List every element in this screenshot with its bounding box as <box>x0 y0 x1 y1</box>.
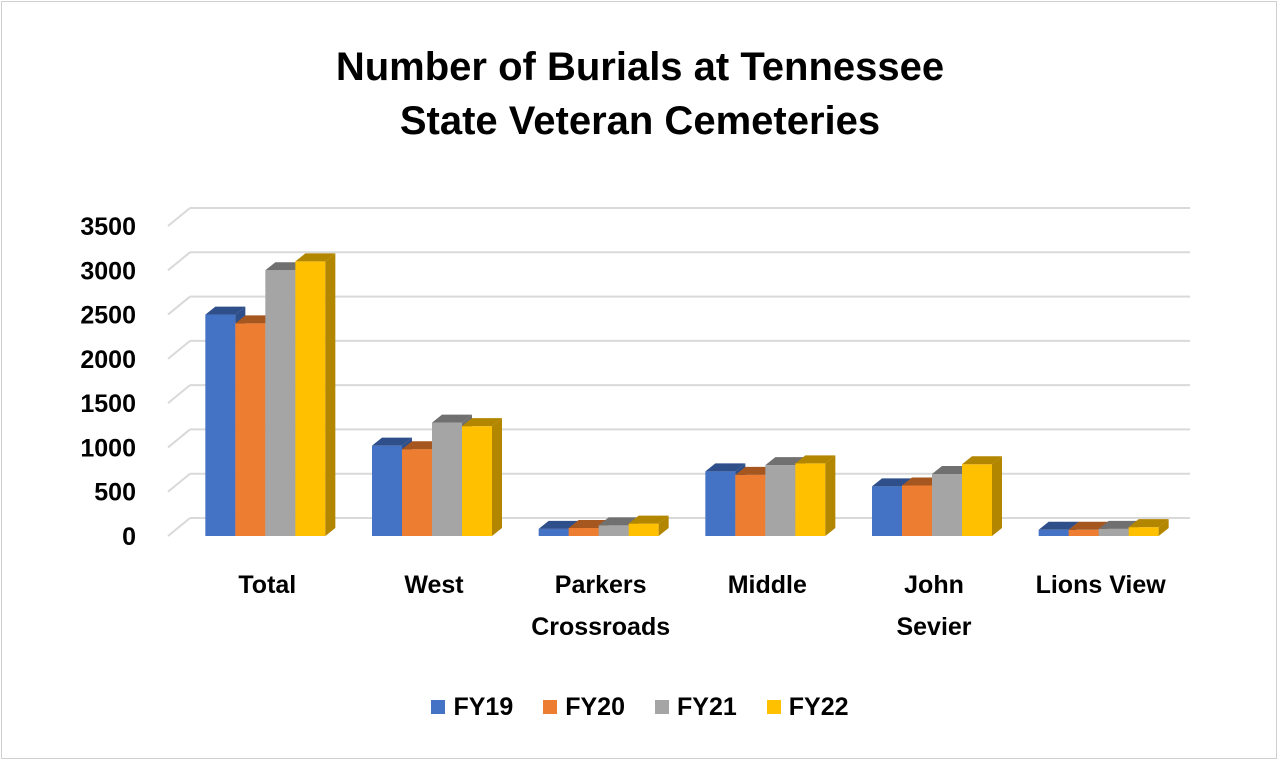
bar-top <box>1098 520 1139 529</box>
chart-title-line-2: State Veteran Cemeteries <box>399 99 881 143</box>
bar-top <box>628 515 669 524</box>
bar-front <box>872 486 902 536</box>
y-tick-label: 1500 <box>80 390 136 418</box>
legend-swatch <box>543 700 558 714</box>
legend-swatch <box>766 700 781 714</box>
bar-side <box>325 253 336 537</box>
y-tick-label: 3000 <box>80 257 136 285</box>
bar-top <box>1038 521 1079 530</box>
y-tick-label: 2000 <box>80 346 136 374</box>
x-category-label: Middle <box>728 571 807 599</box>
gridline-side <box>167 428 191 449</box>
x-category-label: Parkers <box>555 571 647 599</box>
x-category-label: West <box>404 571 464 599</box>
bar-side <box>492 418 502 536</box>
legend-label: FY20 <box>565 692 625 721</box>
chart-title: Number of Burials at Tennessee State Vet… <box>0 40 1280 148</box>
x-category-label: Sevier <box>896 613 971 641</box>
bar-top <box>962 456 1002 465</box>
bar-front <box>538 528 569 536</box>
chart-legend: FY19 FY20 FY21 FY22 <box>0 690 1280 724</box>
bar-front <box>265 270 296 536</box>
bar-front <box>932 474 962 536</box>
x-category-label: Crossroads <box>531 613 670 641</box>
bar-side <box>992 456 1002 536</box>
legend-item-fy20: FY20 <box>543 693 625 722</box>
bar-top <box>765 457 806 466</box>
gridline-side <box>167 472 191 493</box>
bar-side <box>658 515 669 536</box>
bar-front <box>568 528 599 536</box>
bar-fy22 <box>628 515 669 536</box>
bar-front <box>902 485 932 536</box>
y-tick-label: 0 <box>122 523 136 551</box>
legend-swatch <box>655 700 669 714</box>
bar-front <box>795 463 826 536</box>
x-category-label: Total <box>238 571 296 599</box>
bar-top <box>1068 521 1109 530</box>
legend-item-fy19: FY19 <box>431 693 513 722</box>
gridline-side <box>167 207 191 227</box>
bar-front <box>598 525 629 536</box>
legend-label: FY19 <box>453 692 514 721</box>
gridline-side <box>167 517 191 537</box>
bar-front <box>1068 529 1099 536</box>
bar-top <box>598 517 639 526</box>
legend-swatch <box>431 700 446 714</box>
bar-fy22 <box>295 253 336 537</box>
x-category-label: John <box>904 571 964 599</box>
bar-top <box>1128 519 1169 528</box>
x-category-label: Lions View <box>1036 571 1167 599</box>
bar-front <box>402 449 432 536</box>
bar-top <box>295 253 336 262</box>
bar-front <box>765 465 796 536</box>
bar-top <box>205 306 246 315</box>
chart-title-line-1: Number of Burials at Tennessee <box>335 45 945 89</box>
y-tick-label: 3500 <box>80 213 136 241</box>
bar-fy22 <box>1128 519 1169 536</box>
bar-top <box>795 455 836 464</box>
bar-side <box>825 455 836 536</box>
bar-front <box>962 464 992 536</box>
y-tick-label: 2500 <box>80 302 136 330</box>
legend-label: FY21 <box>677 692 737 721</box>
bar-top <box>538 520 579 529</box>
bar-front <box>1098 528 1129 536</box>
bar-fy22 <box>962 456 1002 536</box>
bar-fy22 <box>462 418 502 536</box>
y-tick-label: 500 <box>94 479 136 507</box>
gridline-side <box>167 251 191 272</box>
legend-label: FY22 <box>788 692 849 721</box>
bar-front <box>735 474 766 536</box>
gridline-side <box>167 295 191 316</box>
bar-side <box>1158 519 1169 536</box>
legend-item-fy21: FY21 <box>655 693 737 722</box>
bar-front <box>235 323 266 536</box>
bar-front <box>1128 527 1159 536</box>
bar-front <box>1038 529 1069 536</box>
legend-item-fy22: FY22 <box>766 692 849 722</box>
bar-front <box>628 523 659 536</box>
bar-front <box>462 426 492 536</box>
bar-front <box>205 314 236 536</box>
bar-front <box>372 445 402 536</box>
bar-fy22 <box>795 455 836 536</box>
gridline-side <box>167 384 191 404</box>
bar-front <box>705 471 736 536</box>
gridline-side <box>167 340 191 360</box>
bar-front <box>432 422 462 536</box>
bar-top <box>432 414 472 423</box>
bar-top <box>705 463 746 472</box>
y-tick-label: 1000 <box>80 434 136 462</box>
bar-top <box>872 478 912 487</box>
bar-top <box>372 437 412 446</box>
bar-front <box>295 261 326 536</box>
bar-top <box>462 418 502 427</box>
